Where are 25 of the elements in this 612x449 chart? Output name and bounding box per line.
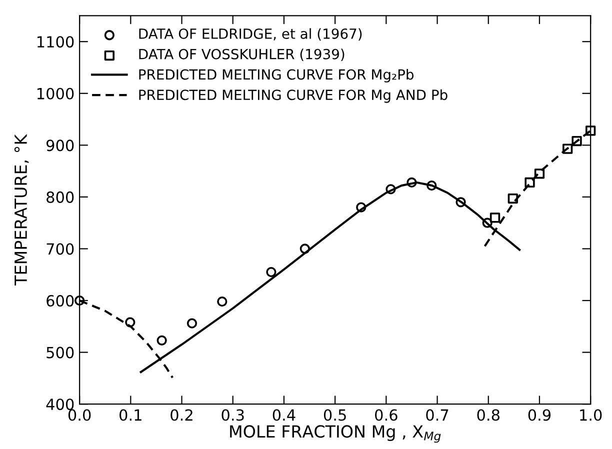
x-axis-title: MOLE FRACTION Mg , X$_{Mg}$ xyxy=(230,425,441,443)
legend-label: PREDICTED MELTING CURVE FOR Mg₂Pb xyxy=(139,68,414,82)
y-tick-label: 600 xyxy=(46,294,74,307)
x-tick-label: 0.6 xyxy=(375,409,398,421)
x-tick-label: 0.0 xyxy=(68,409,91,421)
y-tick-label: 1000 xyxy=(37,88,74,100)
x-tick-label: 0.4 xyxy=(272,409,296,421)
x-tick-label: 0.9 xyxy=(528,409,551,421)
legend-label: PREDICTED MELTING CURVE FOR Mg AND Pb xyxy=(139,89,448,103)
x-tick-label: 0.7 xyxy=(426,409,448,421)
y-tick-label: 800 xyxy=(46,191,74,203)
x-tick-label: 1.0 xyxy=(580,409,602,421)
x-tick-label: 0.2 xyxy=(170,409,192,421)
y-tick-label: 700 xyxy=(46,243,74,255)
x-tick-label: 0.5 xyxy=(324,409,346,421)
legend-label: DATA OF VOSSKUHLER (1939) xyxy=(139,48,344,61)
y-tick-label: 500 xyxy=(46,346,74,358)
x-tick-label: 0.3 xyxy=(222,409,244,421)
y-axis-title: TEMPERATURE, °K xyxy=(14,134,29,286)
y-tick-label: 900 xyxy=(46,140,74,152)
x-tick-label: 0.8 xyxy=(477,409,500,421)
x-tick-label: 0.1 xyxy=(120,409,142,421)
y-tick-label: 1100 xyxy=(37,36,74,48)
legend-label: DATA OF ELDRIDGE, et al (1967) xyxy=(139,28,362,41)
y-tick-label: 400 xyxy=(46,398,74,410)
